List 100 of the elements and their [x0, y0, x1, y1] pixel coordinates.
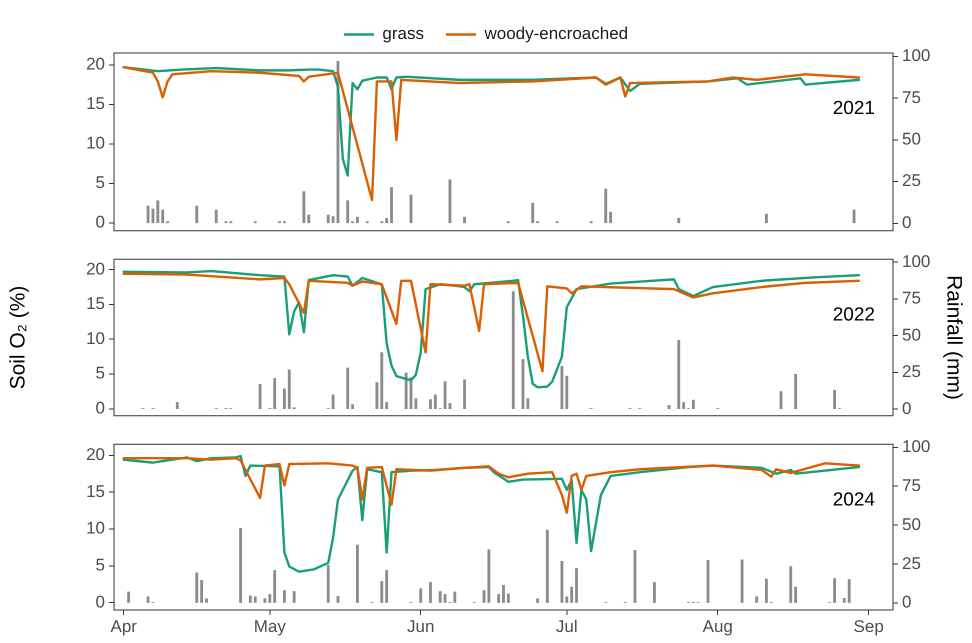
bar [356, 216, 359, 224]
y2-tick-label: 0 [902, 212, 912, 232]
y2-tick-label: 25 [902, 554, 921, 573]
bar [764, 578, 768, 603]
y2-axis-title: Rainfall (mm) [942, 275, 966, 400]
bar [506, 594, 510, 603]
y2-tick-label: 75 [902, 476, 921, 495]
bar [502, 584, 505, 603]
bar [410, 377, 412, 410]
bar [390, 187, 393, 224]
y2-tick-label: 25 [902, 362, 921, 382]
bar [764, 214, 768, 224]
bar [575, 568, 578, 603]
bar [794, 586, 798, 603]
bar [273, 570, 276, 603]
bar [268, 594, 272, 603]
legend-label: grass [382, 24, 424, 44]
bar [282, 388, 286, 410]
bar [780, 391, 782, 410]
y-tick-label: 0 [96, 592, 105, 612]
bar [668, 405, 670, 410]
y2-tick-label: 50 [902, 325, 921, 344]
x-tick-label: May [254, 616, 286, 636]
bar [282, 590, 286, 603]
bar [487, 549, 490, 603]
y2-tick-label: 75 [902, 288, 921, 308]
bar [463, 216, 466, 224]
y-tick-label: 15 [86, 482, 105, 501]
annotation: 2021 [832, 98, 875, 120]
y-tick-label: 5 [96, 173, 105, 192]
bar [351, 404, 354, 410]
y-tick-label: 5 [96, 364, 105, 383]
annotation: 2022 [832, 304, 875, 326]
annotation: 2024 [832, 489, 876, 510]
bar [448, 180, 452, 224]
bar [444, 381, 447, 410]
bar [448, 402, 452, 410]
y-tick-label: 15 [86, 94, 105, 114]
bar [438, 591, 442, 603]
y2-tick-label: 50 [902, 514, 921, 534]
bar [146, 206, 150, 224]
y-tick-label: 0 [96, 212, 105, 232]
bar [410, 194, 412, 224]
bar [429, 399, 432, 410]
bar [429, 582, 432, 603]
y2-tick-label: 0 [902, 592, 912, 612]
bar [146, 596, 150, 603]
bar [842, 598, 846, 603]
bar [609, 212, 612, 224]
y2-tick-label: 25 [902, 171, 921, 190]
bar [634, 550, 636, 603]
bar [239, 528, 242, 603]
y-tick-label: 20 [86, 444, 105, 464]
bar [292, 591, 296, 603]
bar [152, 208, 154, 224]
bar [740, 560, 744, 603]
bar [833, 390, 836, 410]
bar [852, 210, 856, 224]
legend-label: woody-encroached [483, 24, 628, 44]
bar [332, 216, 335, 224]
bar [497, 594, 500, 603]
x-tick-label: Jun [407, 616, 434, 636]
bar [273, 378, 276, 410]
bar [536, 598, 540, 603]
y-tick-label: 10 [86, 134, 105, 153]
bar [560, 366, 564, 410]
x-tick-label: Jul [556, 616, 578, 636]
x-tick-label: Sep [854, 616, 884, 636]
bar [692, 400, 695, 410]
bar [200, 580, 204, 603]
bar [404, 372, 408, 410]
bar [302, 191, 306, 224]
y2-tick-label: 50 [902, 130, 921, 148]
y2-tick-label: 100 [902, 437, 930, 456]
y-tick-label: 20 [86, 54, 105, 74]
bar [385, 402, 388, 410]
bar [653, 582, 656, 603]
y-tick-label: 0 [96, 398, 105, 418]
bar [332, 394, 335, 410]
bar [434, 394, 437, 410]
bar [336, 596, 340, 603]
x-tick-label: Apr [110, 616, 138, 636]
bar [833, 578, 836, 603]
bar [755, 596, 758, 603]
bar [463, 379, 466, 410]
bar [794, 374, 798, 410]
bar [127, 592, 130, 603]
y2-tick-label: 100 [902, 252, 930, 271]
bar [264, 598, 266, 603]
bar [526, 398, 530, 410]
bar [356, 544, 359, 603]
bar [205, 598, 208, 603]
bar [258, 384, 262, 410]
bar [706, 560, 710, 603]
bar [522, 359, 524, 410]
bar [385, 218, 388, 224]
y-tick-label: 15 [86, 294, 105, 314]
x-tick-label: Aug [702, 616, 733, 636]
bar [482, 590, 486, 603]
bar [453, 592, 456, 603]
